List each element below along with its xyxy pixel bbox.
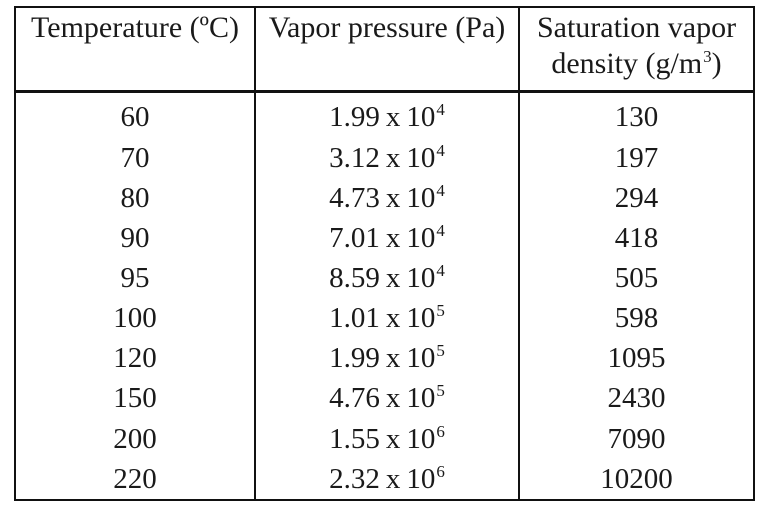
pressure-exponent: 5 [436, 301, 445, 321]
pressure-mantissa: 1.55 [329, 422, 380, 455]
cell-temperature: 150 [16, 378, 256, 419]
table-row: 100 1.01 x 105 598 [16, 298, 753, 339]
pressure-mantissa: 2.32 [329, 462, 380, 495]
cell-vapor-pressure: 1.55 x 106 [255, 418, 520, 459]
pressure-base: 10 [406, 342, 436, 375]
pressure-exponent: 4 [436, 100, 445, 120]
pressure-mantissa: 7.01 [329, 221, 380, 254]
table-header: Temperature (ºC) Vapor pressure (Pa) Sat… [16, 8, 753, 93]
cell-vapor-pressure: 4.76 x 105 [255, 378, 520, 419]
cell-saturation-density: 598 [614, 302, 659, 335]
pressure-exponent: 5 [436, 381, 445, 401]
pressure-exponent: 4 [436, 261, 445, 281]
table-row: 120 1.99 x 105 1095 [16, 338, 753, 379]
pressure-mantissa: 1.01 [329, 302, 380, 335]
table-row: 220 2.32 x 106 10200 [16, 458, 753, 499]
pressure-times: x [385, 382, 401, 415]
header-density-unit-exponent: 3 [703, 47, 712, 66]
cell-temperature: 70 [16, 137, 256, 178]
pressure-times: x [385, 221, 401, 254]
pressure-mantissa: 1.99 [329, 342, 380, 375]
pressure-times: x [385, 101, 401, 134]
cell-saturation-density: 294 [614, 181, 659, 214]
cell-vapor-pressure: 1.01 x 105 [255, 298, 520, 339]
pressure-base: 10 [406, 181, 436, 214]
pressure-times: x [385, 342, 401, 375]
cell-temperature: 220 [16, 458, 256, 499]
cell-saturation-density: 197 [614, 141, 659, 174]
pressure-base: 10 [406, 262, 436, 295]
pressure-exponent: 4 [436, 220, 445, 240]
table-row: 60 1.99 x 104 130 [16, 91, 753, 138]
pressure-base: 10 [406, 221, 436, 254]
header-saturation-density: Saturation vapor density (g/m3) [519, 8, 753, 93]
pressure-times: x [385, 462, 401, 495]
cell-saturation-density: 130 [614, 101, 659, 134]
pressure-mantissa: 1.99 [329, 101, 380, 134]
table-row: 95 8.59 x 104 505 [16, 257, 753, 299]
pressure-base: 10 [406, 302, 436, 335]
pressure-mantissa: 4.76 [329, 382, 380, 415]
cell-saturation-density: 10200 [600, 462, 673, 495]
header-density-line1: Saturation vapor [536, 11, 737, 44]
pressure-base: 10 [406, 462, 436, 495]
cell-temperature: 90 [16, 217, 256, 258]
pressure-times: x [385, 302, 401, 335]
cell-temperature: 100 [16, 298, 256, 339]
cell-saturation-density: 1095 [607, 342, 666, 375]
pressure-mantissa: 3.12 [329, 141, 380, 174]
cell-vapor-pressure: 3.12 x 104 [255, 137, 520, 178]
pressure-times: x [385, 181, 401, 214]
header-vapor-pressure: Vapor pressure (Pa) [255, 8, 520, 93]
pressure-base: 10 [406, 422, 436, 455]
cell-saturation-density: 7090 [607, 422, 666, 455]
cell-saturation-density: 505 [614, 262, 659, 295]
table-row: 150 4.76 x 105 2430 [16, 378, 753, 419]
pressure-times: x [385, 262, 401, 295]
header-density-close: ) [711, 47, 722, 80]
cell-saturation-density: 2430 [607, 382, 666, 415]
cell-vapor-pressure: 7.01 x 104 [255, 217, 520, 258]
header-density-line2: density (g/m [551, 47, 703, 80]
pressure-base: 10 [406, 382, 436, 415]
table-row: 200 1.55 x 106 7090 [16, 418, 753, 459]
vapor-pressure-table: Temperature (ºC) Vapor pressure (Pa) Sat… [16, 8, 753, 499]
pressure-base: 10 [406, 101, 436, 134]
pressure-exponent: 4 [436, 140, 445, 160]
cell-temperature: 120 [16, 338, 256, 379]
pressure-exponent: 6 [436, 461, 445, 481]
table-body: 60 1.99 x 104 130 70 3.12 x 104 197 80 4.73 x 104 294 9… [16, 91, 753, 499]
cell-temperature: 200 [16, 418, 256, 459]
cell-vapor-pressure: 8.59 x 104 [255, 257, 520, 299]
pressure-exponent: 6 [436, 421, 445, 441]
cell-temperature: 80 [16, 177, 256, 218]
cell-temperature: 60 [16, 91, 256, 138]
vapor-table-frame: Temperature (ºC) Vapor pressure (Pa) Sat… [14, 6, 755, 501]
pressure-mantissa: 4.73 [329, 181, 380, 214]
cell-vapor-pressure: 1.99 x 105 [255, 338, 520, 379]
cell-vapor-pressure: 1.99 x 104 [255, 91, 520, 138]
pressure-mantissa: 8.59 [329, 262, 380, 295]
pressure-base: 10 [406, 141, 436, 174]
pressure-exponent: 4 [436, 180, 445, 200]
table-row: 90 7.01 x 104 418 [16, 217, 753, 258]
cell-vapor-pressure: 4.73 x 104 [255, 177, 520, 218]
pressure-exponent: 5 [436, 341, 445, 361]
table-row: 80 4.73 x 104 294 [16, 177, 753, 218]
cell-temperature: 95 [16, 257, 256, 299]
header-row: Temperature (ºC) Vapor pressure (Pa) Sat… [16, 8, 753, 93]
pressure-times: x [385, 422, 401, 455]
cell-vapor-pressure: 2.32 x 106 [255, 458, 520, 499]
header-temperature: Temperature (ºC) [16, 8, 256, 93]
pressure-times: x [385, 141, 401, 174]
cell-saturation-density: 418 [614, 221, 659, 254]
table-row: 70 3.12 x 104 197 [16, 137, 753, 178]
